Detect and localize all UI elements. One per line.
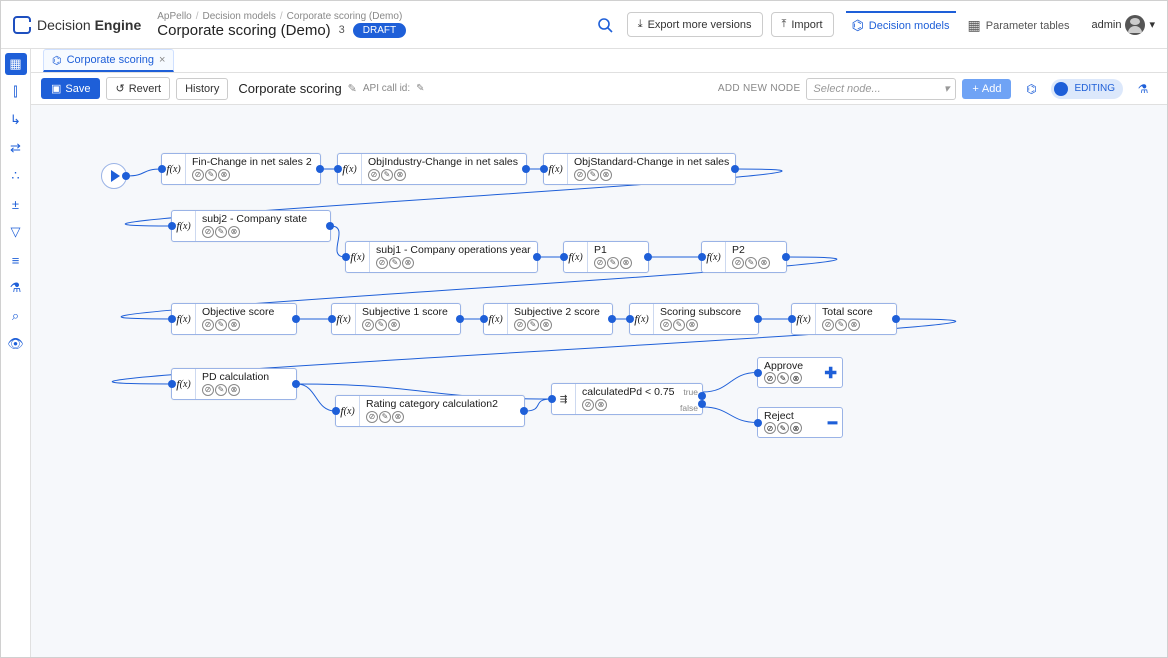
- breadcrumb-root[interactable]: ApPello: [157, 11, 191, 22]
- outcome-reject[interactable]: Reject⊘✎⊗ ━: [757, 407, 843, 438]
- left-rail: ▦ ⫿ ↳ ⇄ ∴ ± ▽ ≡ ⚗ ⌕ 👁: [1, 49, 31, 657]
- rail-flow-icon[interactable]: ⇄: [5, 137, 27, 159]
- disk-icon: ▣: [51, 82, 61, 95]
- edit-api-icon[interactable]: ✎: [416, 83, 424, 94]
- outcome-approve[interactable]: Approve⊘✎⊗ ✚: [757, 357, 843, 388]
- rail-list-icon[interactable]: ≡: [5, 249, 27, 271]
- node-type-select[interactable]: Select node... ▾: [806, 78, 956, 100]
- upload-icon: ⤒: [782, 18, 787, 31]
- nav-parameter-tables[interactable]: ▦Parameter tables: [962, 11, 1076, 38]
- model-title: Corporate scoring: [238, 81, 341, 96]
- file-tab-label: Corporate scoring: [67, 54, 154, 66]
- rail-nodes-icon[interactable]: ∴: [5, 165, 27, 187]
- minus-icon: ━: [828, 414, 837, 432]
- chevron-down-icon: ▾: [944, 82, 950, 95]
- rail-flask-icon[interactable]: ⚗: [5, 277, 27, 299]
- api-id-field: API call id: ✎: [363, 83, 425, 94]
- avatar-icon: [1125, 15, 1145, 35]
- page-title: Corporate scoring (Demo): [157, 22, 330, 39]
- rail-chart-icon[interactable]: ⫿: [5, 81, 27, 103]
- revert-button[interactable]: ↺Revert: [106, 77, 170, 100]
- node-objstandard[interactable]: f(x)ObjStandard-Change in net sales⊘✎⊗: [543, 153, 736, 185]
- app-logo: Decision Engine: [7, 16, 147, 34]
- node-rating-category[interactable]: f(x)Rating category calculation2⊘✎⊗: [335, 395, 525, 427]
- rail-filter-icon[interactable]: ▽: [5, 221, 27, 243]
- node-pd-calculation[interactable]: f(x)PD calculation⊘✎⊗: [171, 368, 297, 400]
- node-p2[interactable]: f(x)P2⊘✎⊗: [701, 241, 787, 273]
- user-menu[interactable]: admin ▾: [1092, 15, 1156, 35]
- flow-canvas[interactable]: f(x)Fin-Change in net sales 2⊘✎⊗ f(x)Obj…: [31, 105, 1167, 657]
- node-subjective1[interactable]: f(x)Subjective 1 score⊘✎⊗: [331, 303, 461, 335]
- download-icon: ⤓: [638, 18, 643, 31]
- flask-icon[interactable]: ⚗: [1129, 75, 1157, 103]
- tree-icon: ⌬: [52, 54, 62, 67]
- node-scoring-subscore[interactable]: f(x)Scoring subscore⊘✎⊗: [629, 303, 759, 335]
- undo-icon: ↺: [115, 82, 124, 95]
- node-fin-change[interactable]: f(x)Fin-Change in net sales 2⊘✎⊗: [161, 153, 321, 185]
- add-node-label: ADD NEW NODE: [718, 83, 801, 94]
- layout-icon[interactable]: ⌬: [1017, 75, 1045, 103]
- table-icon: ▦: [968, 17, 981, 34]
- play-icon: [111, 170, 120, 182]
- rail-calc-icon[interactable]: ±: [5, 193, 27, 215]
- export-button[interactable]: ⤓Export more versions: [627, 12, 763, 37]
- breadcrumb-current: Corporate scoring (Demo): [287, 11, 403, 22]
- logo-icon: [13, 16, 31, 34]
- node-total-score[interactable]: f(x)Total score⊘✎⊗: [791, 303, 897, 335]
- add-node-button[interactable]: +Add: [962, 79, 1011, 99]
- rail-dashboard-icon[interactable]: ▦: [5, 53, 27, 75]
- start-node[interactable]: [101, 163, 127, 189]
- import-button[interactable]: ⤒Import: [771, 12, 834, 37]
- node-subjective2[interactable]: f(x)Subjective 2 score⊘✎⊗: [483, 303, 613, 335]
- tree-icon: ⌬: [852, 17, 864, 34]
- edit-title-icon[interactable]: ✎: [348, 82, 357, 95]
- toggle-knob: [1054, 82, 1068, 96]
- node-subj2[interactable]: f(x)subj2 - Company state⊘✎⊗: [171, 210, 331, 242]
- node-p1[interactable]: f(x)P1⊘✎⊗: [563, 241, 649, 273]
- node-decision[interactable]: ⇶ calculatedPd < 0.75⊘⊗ truefalse: [551, 383, 703, 415]
- plus-icon: ✚: [824, 364, 837, 382]
- plus-icon: +: [972, 83, 978, 95]
- history-button[interactable]: History: [176, 78, 228, 100]
- search-icon[interactable]: [591, 11, 619, 39]
- breadcrumb-section[interactable]: Decision models: [203, 11, 276, 22]
- file-tab[interactable]: ⌬ Corporate scoring ×: [43, 49, 174, 72]
- breadcrumb: ApPello/ Decision models/ Corporate scor…: [157, 11, 406, 22]
- node-objindustry[interactable]: f(x)ObjIndustry-Change in net sales⊘✎⊗: [337, 153, 527, 185]
- rail-branch-icon[interactable]: ↳: [5, 109, 27, 131]
- mode-toggle[interactable]: EDITING: [1051, 79, 1123, 99]
- version-count: 3: [339, 24, 345, 36]
- rail-inspect-icon[interactable]: 👁: [5, 333, 27, 355]
- rail-search-icon[interactable]: ⌕: [5, 305, 27, 327]
- close-icon[interactable]: ×: [159, 54, 165, 66]
- node-subj1[interactable]: f(x)subj1 - Company operations year⊘✎⊗: [345, 241, 538, 273]
- node-objective-score[interactable]: f(x)Objective score⊘✎⊗: [171, 303, 297, 335]
- save-button[interactable]: ▣Save: [41, 78, 100, 99]
- status-badge: DRAFT: [353, 23, 406, 38]
- chevron-down-icon: ▾: [1149, 18, 1155, 31]
- app-name: Decision Engine: [37, 17, 141, 33]
- nav-decision-models[interactable]: ⌬Decision models: [846, 11, 956, 38]
